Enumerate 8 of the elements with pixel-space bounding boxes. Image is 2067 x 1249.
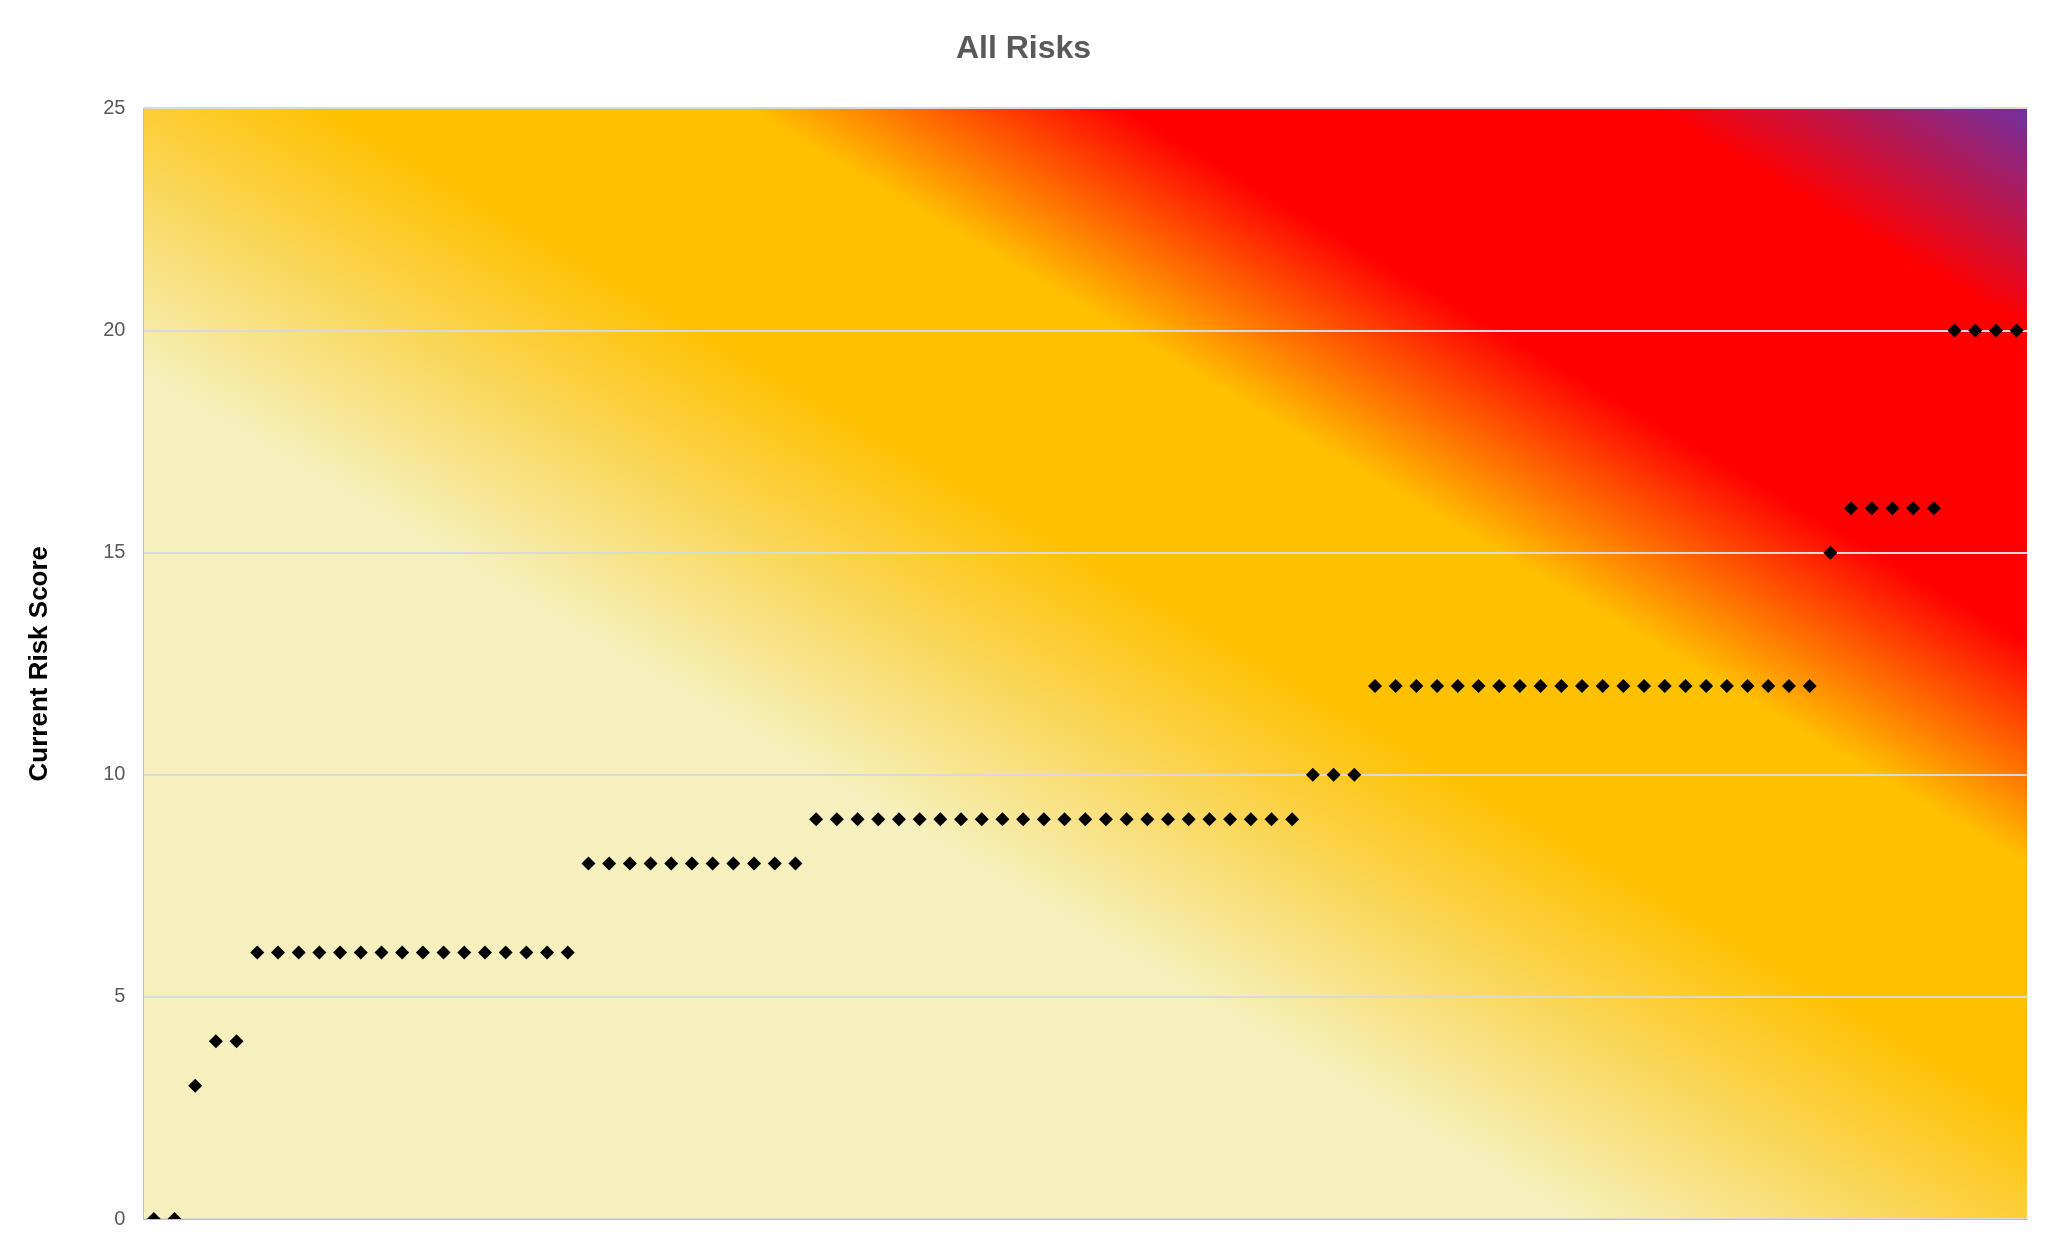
chart-title: All Risks bbox=[955, 29, 1092, 66]
y-tick-label: 15 bbox=[103, 540, 126, 563]
y-tick-label: 20 bbox=[103, 318, 126, 341]
y-tick-label: 25 bbox=[103, 95, 126, 118]
y-tick-label: 0 bbox=[114, 1206, 126, 1229]
y-axis-title: Current Risk Score bbox=[22, 545, 53, 782]
y-tick-label: 10 bbox=[103, 762, 126, 785]
y-tick-label: 5 bbox=[114, 984, 126, 1007]
